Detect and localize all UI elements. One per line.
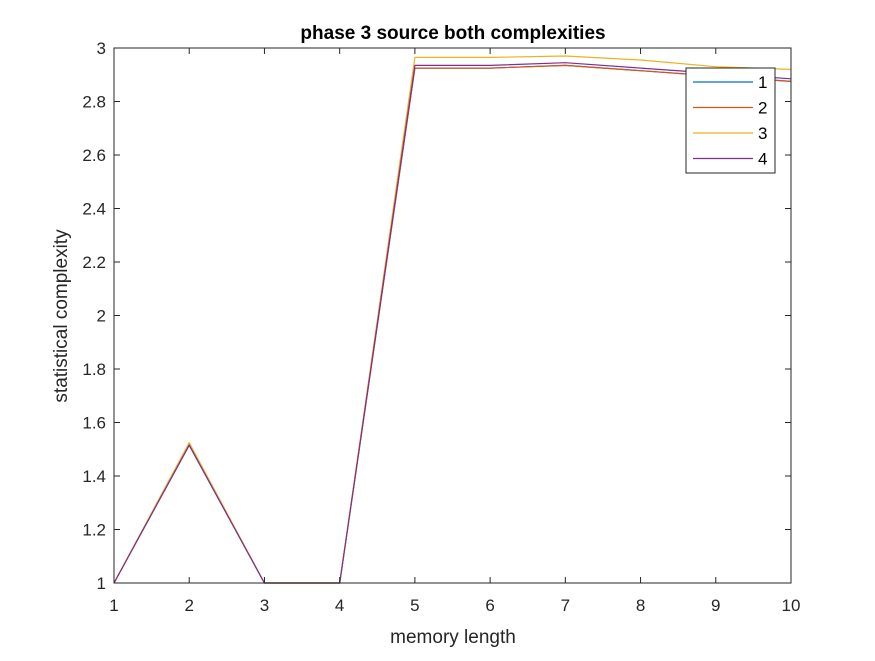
- y-tick-label: 2.4: [82, 200, 106, 219]
- x-tick-label: 4: [335, 596, 344, 615]
- x-tick-label: 8: [636, 596, 645, 615]
- legend-label-1: 1: [758, 73, 767, 92]
- x-tick-label: 2: [184, 596, 193, 615]
- y-tick-label: 3: [97, 39, 106, 58]
- y-tick-label: 1.4: [82, 467, 106, 486]
- y-tick-label: 2.2: [82, 253, 106, 272]
- x-tick-label: 3: [260, 596, 269, 615]
- legend-box: [685, 67, 776, 174]
- legend-label-4: 4: [758, 150, 767, 169]
- y-axis-label: statistical complexity: [51, 229, 72, 403]
- x-tick-label: 5: [410, 596, 419, 615]
- x-tick-label: 6: [485, 596, 494, 615]
- x-tick-label: 1: [109, 596, 118, 615]
- y-tick-label: 1.6: [82, 414, 106, 433]
- x-axis-label: memory length: [390, 627, 516, 648]
- y-tick-label: 2.6: [82, 146, 106, 165]
- series-line-4: [113, 62, 792, 584]
- y-tick-label: 1.2: [82, 521, 106, 540]
- x-tick-label: 7: [561, 596, 570, 615]
- legend: 1 2 3 4: [685, 67, 776, 174]
- y-tick-label: 1.8: [82, 360, 106, 379]
- legend-label-2: 2: [758, 99, 767, 118]
- chart-title: phase 3 source both complexities: [300, 23, 605, 44]
- y-tick-label: 1: [97, 574, 106, 593]
- legend-label-3: 3: [758, 124, 767, 143]
- x-tick-label: 10: [782, 596, 801, 615]
- x-tick-label: 9: [711, 596, 720, 615]
- series-line-3: [113, 55, 792, 584]
- y-tick-label: 2.8: [82, 93, 106, 112]
- y-tick-label: 2: [97, 307, 106, 326]
- plot-area: [114, 48, 791, 583]
